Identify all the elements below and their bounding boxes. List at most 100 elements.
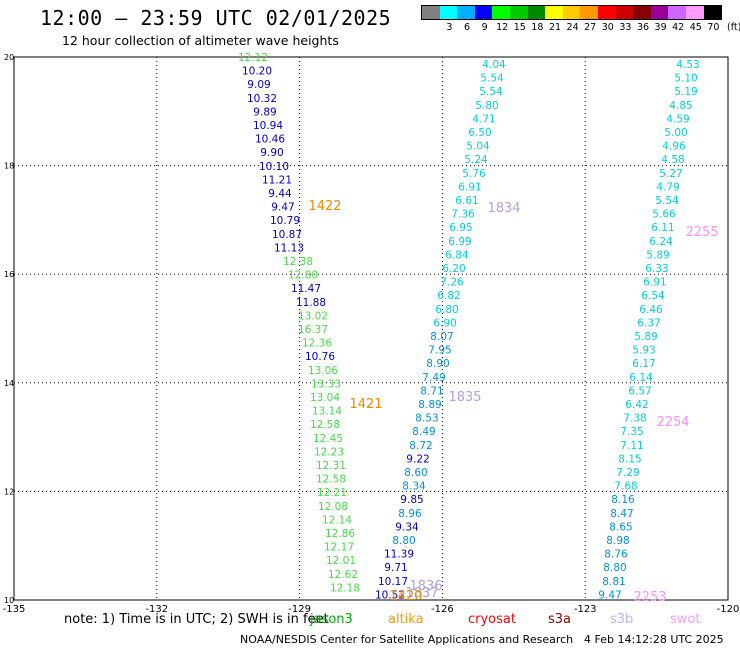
track-c-swh-label: 8.47 (610, 508, 633, 520)
track-a-swh-label: 13.14 (312, 406, 342, 418)
pass-time-label: 1837 (405, 586, 438, 601)
page-title: 12:00 – 23:59 UTC 02/01/2025 (40, 6, 392, 30)
track-a-swh-label: 12.80 (288, 270, 318, 282)
track-c-swh-label: 5.10 (674, 73, 697, 85)
track-a-swh-label: 12.14 (322, 514, 352, 526)
track-c-swh-label: 5.93 (632, 345, 655, 357)
pass-time-label: 1420 (389, 589, 422, 604)
track-a-swh-label: 12.17 (324, 542, 354, 554)
track-b-swh-label: 8.90 (426, 358, 449, 370)
satellite-name: jason3 (310, 612, 353, 627)
track-c-swh-label: 8.80 (603, 562, 626, 574)
legend-swatch (580, 6, 598, 19)
pass-time-label: 2254 (656, 415, 689, 430)
track-a-swh-label: 11.13 (274, 242, 304, 254)
track-b-swh-label: 5.54 (480, 73, 504, 85)
pass-time-label: 2255 (685, 225, 718, 240)
legend-label: 30 (601, 22, 614, 33)
track-b-swh-label: 5.54 (479, 86, 503, 98)
track-a-swh-label: 12.23 (314, 446, 344, 458)
track-b-swh-label: 5.76 (462, 168, 486, 180)
pass-time-label: 1834 (487, 201, 520, 216)
track-c-swh-label: 6.46 (639, 304, 663, 316)
track-a-swh-label: 10.76 (305, 351, 335, 363)
legend-swatch (439, 6, 458, 19)
track-b-swh-label: 10.17 (378, 576, 408, 588)
note-text: note: 1) Time is in UTC; 2) SWH is in fe… (64, 612, 329, 627)
satellite-name: s3a (548, 612, 572, 627)
track-c-swh-label: 4.59 (666, 113, 689, 125)
y-tick-label: 14 (4, 379, 14, 388)
track-b-swh-label: 6.90 (433, 317, 456, 329)
legend-label: 12 (496, 22, 509, 33)
track-b-swh-label: 6.82 (437, 290, 460, 302)
pass-time-label: 1835 (448, 390, 481, 405)
legend-label: 15 (513, 22, 526, 33)
track-a-swh-label: 13.04 (310, 392, 340, 404)
legend-label: 24 (566, 22, 579, 33)
track-c-swh-label: 8.16 (611, 494, 635, 506)
track-b-swh-label: 5.24 (464, 154, 488, 166)
track-a-swh-label: 12.45 (313, 433, 343, 445)
pass-time-label: 1422 (308, 199, 341, 214)
legend-swatch (474, 6, 493, 19)
track-b-swh-label: 4.04 (482, 59, 506, 71)
track-a-swh-label: 12.62 (328, 569, 358, 581)
track-c-swh-label: 8.98 (606, 535, 629, 547)
legend-swatch (703, 6, 722, 19)
track-c-swh-label: 8.15 (618, 453, 641, 465)
track-b-swh-label: 7.49 (422, 372, 445, 384)
track-c-swh-label: 8.65 (609, 521, 632, 533)
track-c-swh-label: 5.27 (659, 168, 682, 180)
satellite-name: s3b (610, 612, 634, 627)
legend-swatch (457, 6, 475, 19)
track-a-swh-label: 10.20 (242, 66, 272, 78)
track-b-swh-label: 8.96 (398, 508, 422, 520)
legend-label: 21 (548, 22, 562, 33)
y-tick-label: 20 (4, 53, 14, 62)
track-c-swh-label: 4.96 (662, 141, 686, 153)
track-c-swh-label: 4.58 (661, 154, 684, 166)
track-b-swh-label: 6.50 (468, 127, 491, 139)
track-b-swh-label: 6.61 (455, 195, 478, 207)
legend-label: 27 (584, 22, 597, 33)
legend-label: 33 (619, 22, 632, 33)
track-b-swh-label: 9.34 (395, 521, 419, 533)
pass-time-label: 2253 (633, 590, 666, 605)
track-b-swh-label: 6.91 (458, 181, 481, 193)
track-b-swh-label: 10.52 (375, 589, 405, 601)
legend-label: 70 (707, 22, 720, 33)
track-a-swh-label: 12.12 (238, 52, 268, 64)
track-b-swh-label: 7.26 (440, 277, 464, 289)
legend-swatch (492, 6, 510, 19)
track-a-swh-label: 9.90 (260, 147, 283, 159)
track-b-swh-label: 6.95 (449, 222, 472, 234)
track-c-swh-label: 5.19 (674, 86, 697, 98)
track-b-swh-label: 11.39 (384, 549, 414, 561)
legend-swatches (421, 5, 723, 20)
track-b-swh-label: 6.80 (435, 304, 458, 316)
track-c-swh-label: 6.54 (641, 290, 665, 302)
track-b-swh-label: 8.60 (404, 467, 427, 479)
track-b-swh-label: 8.53 (415, 413, 438, 425)
color-legend: 3 6 9 12 15 18 21 24 27 30 33 36 39 42 45 70 (ft) (421, 5, 740, 33)
y-tick-label: 16 (4, 270, 14, 279)
track-a-swh-label: 10.79 (270, 215, 300, 227)
track-b-swh-label: 8.34 (402, 481, 426, 493)
track-c-swh-label: 6.37 (637, 317, 660, 329)
track-c-swh-label: 5.66 (652, 209, 676, 221)
track-a-swh-label: 12.58 (310, 419, 340, 431)
legend-label: 3 (446, 22, 453, 33)
y-tick-label: 12 (4, 487, 14, 496)
footer-credit: NOAA/NESDIS Center for Satellite Applica… (240, 633, 574, 646)
legend-swatch (562, 6, 581, 19)
track-a-swh-label: 9.89 (253, 106, 276, 118)
track-a-swh-label: 11.47 (291, 283, 321, 295)
footer-timestamp: 4 Feb 14:12:28 UTC 2025 (584, 633, 724, 646)
track-a-swh-label: 12.31 (316, 460, 346, 472)
track-b-swh-label: 4.71 (472, 113, 495, 125)
legend-swatch (685, 6, 704, 19)
track-b-swh-label: 8.72 (409, 440, 432, 452)
track-b-swh-label: 8.07 (430, 331, 453, 343)
